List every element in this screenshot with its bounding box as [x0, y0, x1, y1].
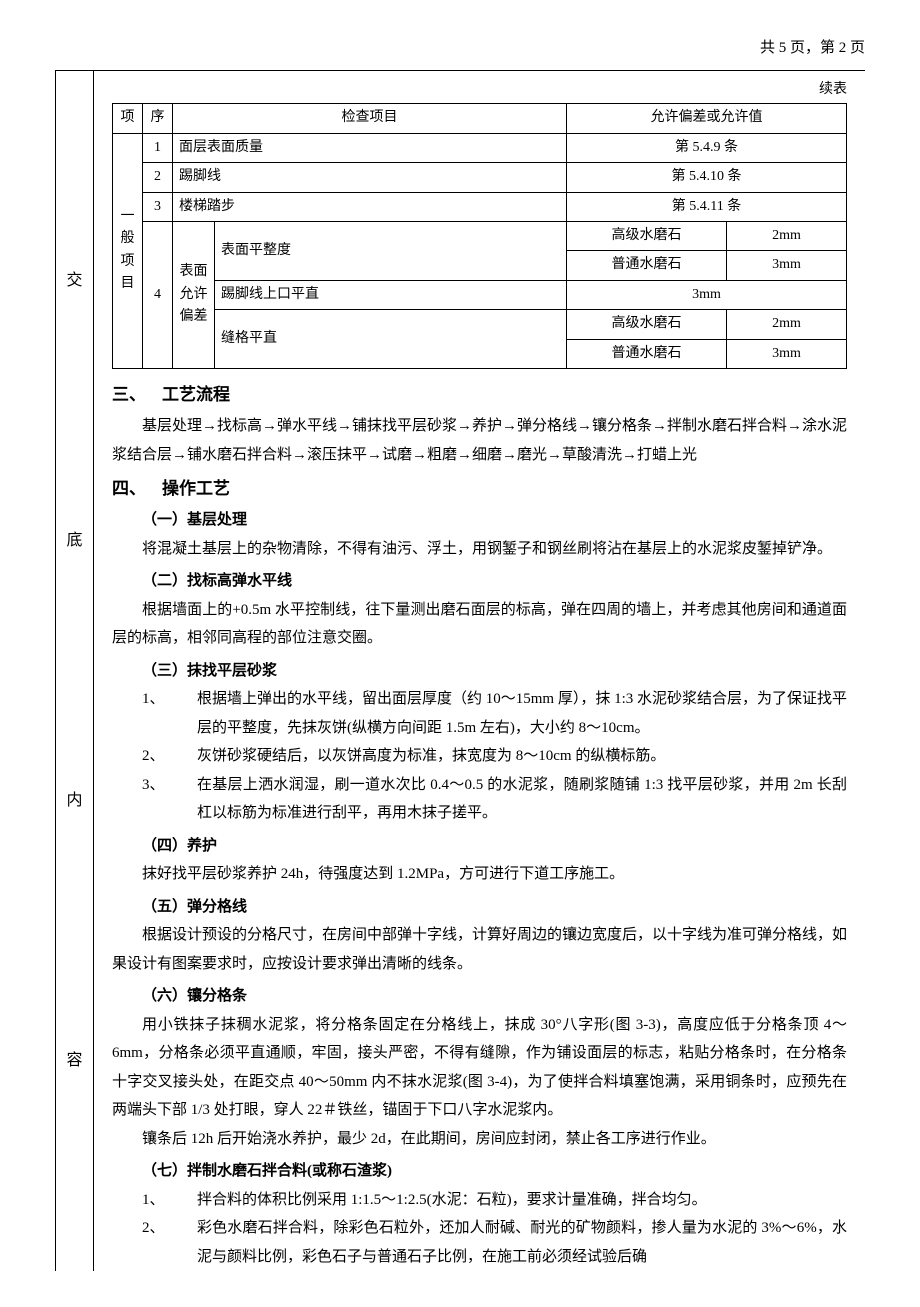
section-3-body: 基层处理→找标高→弹水平线→铺抹找平层砂浆→养护→弹分格线→镶分格条→拌制水磨石…	[112, 412, 847, 469]
cell-val: 3mm	[727, 339, 847, 368]
table-row: 3 楼梯踏步 第 5.4.11 条	[113, 192, 847, 221]
cell-val: 第 5.4.10 条	[567, 163, 847, 192]
sub-7: （七）拌制水磨石拌合料(或称石渣浆) 1、拌合料的体积比例采用 1:1.5～1:…	[112, 1157, 847, 1271]
cell-seq: 4	[143, 221, 173, 368]
cell-item: 面层表面质量	[173, 133, 567, 162]
continue-label: 续表	[112, 79, 847, 101]
cell-label: 普通水磨石	[567, 339, 727, 368]
section-3-title: 三、工艺流程	[112, 381, 847, 408]
table-row: 踢脚线上口平直 3mm	[113, 280, 847, 309]
cell-val: 3mm	[727, 251, 847, 280]
cell-val: 2mm	[727, 310, 847, 339]
page-header: 共 5 页，第 2 页	[55, 36, 865, 60]
cell-val: 第 5.4.11 条	[567, 192, 847, 221]
cell-seq: 2	[143, 163, 173, 192]
table-row: 缝格平直 高级水磨石 2mm	[113, 310, 847, 339]
table-header-row: 项 序 检查项目 允许偏差或允许值	[113, 104, 847, 133]
sub-3: （三）抹找平层砂浆 1、根据墙上弹出的水平线，留出面层厚度（约 10～15mm …	[112, 657, 847, 828]
main-layout: 交 底 内 容 续表 项 序 检查项目 允许偏差或允许值 一 般 项 目 1 面…	[55, 70, 865, 1271]
th-item: 检查项目	[173, 104, 567, 133]
th-seq: 序	[143, 104, 173, 133]
cell-sub: 缝格平直	[215, 310, 567, 369]
cell-sub: 表面平整度	[215, 221, 567, 280]
row-group: 一 般 项 目	[113, 133, 143, 368]
spec-table: 项 序 检查项目 允许偏差或允许值 一 般 项 目 1 面层表面质量 第 5.4…	[112, 103, 847, 369]
sub-4: （四）养护 抹好找平层砂浆养护 24h，待强度达到 1.2MPa，方可进行下道工…	[112, 832, 847, 889]
cell-val: 第 5.4.9 条	[567, 133, 847, 162]
cell-item: 楼梯踏步	[173, 192, 567, 221]
cell-label: 高级水磨石	[567, 310, 727, 339]
cell-label: 普通水磨石	[567, 251, 727, 280]
cell-item: 踢脚线	[173, 163, 567, 192]
sub-6: （六）镶分格条 用小铁抹子抹稠水泥浆，将分格条固定在分格线上，抹成 30°八字形…	[112, 982, 847, 1153]
sub-2: （二）找标高弹水平线 根据墙面上的+0.5m 水平控制线，往下量测出磨石面层的标…	[112, 567, 847, 653]
side-column: 交 底 内 容	[56, 71, 94, 1271]
side-char-2: 底	[66, 509, 82, 573]
th-project: 项	[113, 104, 143, 133]
side-char-3: 内	[66, 769, 82, 833]
side-char-1: 交	[66, 249, 82, 313]
side-char-4: 容	[66, 1029, 82, 1093]
cell-label: 高级水磨石	[567, 221, 727, 250]
table-row: 2 踢脚线 第 5.4.10 条	[113, 163, 847, 192]
section-4-title: 四、操作工艺	[112, 475, 847, 502]
content-column: 续表 项 序 检查项目 允许偏差或允许值 一 般 项 目 1 面层表面质量 第 …	[94, 71, 865, 1271]
th-val: 允许偏差或允许值	[567, 104, 847, 133]
cell-seq: 1	[143, 133, 173, 162]
sub-1: （一）基层处理 将混凝土基层上的杂物清除，不得有油污、浮土，用钢錾子和钢丝刷将沾…	[112, 506, 847, 563]
sub-5: （五）弹分格线 根据设计预设的分格尺寸，在房间中部弹十字线，计算好周边的镶边宽度…	[112, 893, 847, 979]
cell-val: 3mm	[567, 280, 847, 309]
cell-sub: 踢脚线上口平直	[215, 280, 567, 309]
table-row: 4 表面 允许 偏差 表面平整度 高级水磨石 2mm	[113, 221, 847, 250]
table-row: 一 般 项 目 1 面层表面质量 第 5.4.9 条	[113, 133, 847, 162]
cell-seq: 3	[143, 192, 173, 221]
cell-val: 2mm	[727, 221, 847, 250]
cell-group: 表面 允许 偏差	[173, 221, 215, 368]
